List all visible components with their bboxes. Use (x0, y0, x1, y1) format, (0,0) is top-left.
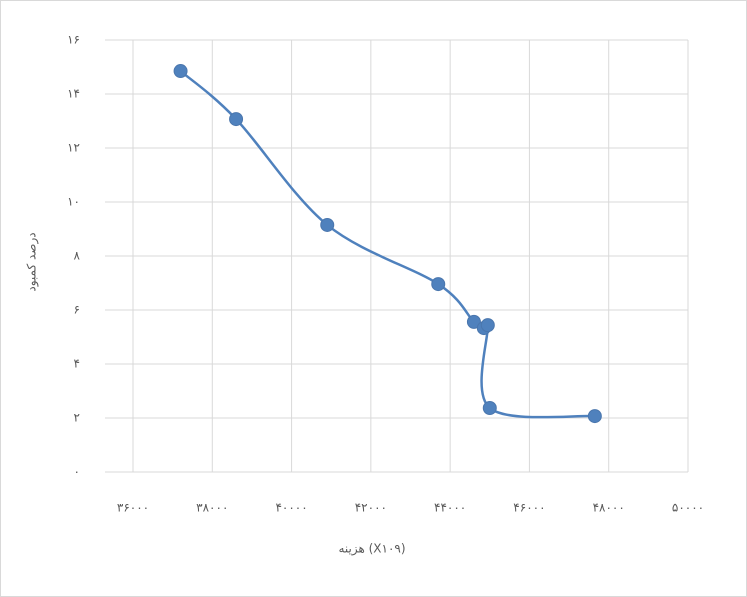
y-tick-label: ۶ (74, 303, 80, 317)
data-point (229, 112, 244, 127)
y-tick-label: ۱۲ (67, 141, 80, 155)
y-tick-label: ۴ (74, 357, 80, 371)
x-tick-label: ۴۴۰۰۰ (434, 501, 466, 515)
data-point (480, 318, 495, 333)
x-tick-label: ۴۰۰۰۰ (275, 501, 307, 515)
y-axis-label: درصد کمبود (25, 232, 40, 291)
y-tick-label: ۱۶ (67, 33, 80, 47)
y-tick-label: ۸ (74, 249, 81, 263)
x-tick-label: ۴۸۰۰۰ (593, 501, 625, 515)
x-axis-label: هزینه (X۱۰۹) (338, 542, 405, 557)
data-point (587, 409, 602, 424)
y-tick-label: ۲ (74, 411, 80, 425)
x-tick-label: ۳۸۰۰۰ (196, 501, 228, 515)
x-tick-label: ۳۶۰۰۰ (117, 501, 149, 515)
data-point (466, 314, 481, 329)
y-tick-label: ۱۰ (67, 195, 80, 209)
data-point (173, 64, 188, 79)
data-point (320, 217, 335, 232)
data-point (482, 401, 497, 416)
data-point (431, 277, 446, 292)
x-tick-label: ۴۶۰۰۰ (513, 501, 545, 515)
x-tick-label: ۵۰۰۰۰ (672, 501, 704, 515)
y-tick-label: ۱۴ (67, 87, 80, 101)
y-tick-label: ۰ (74, 465, 80, 479)
x-tick-label: ۴۲۰۰۰ (355, 501, 387, 515)
